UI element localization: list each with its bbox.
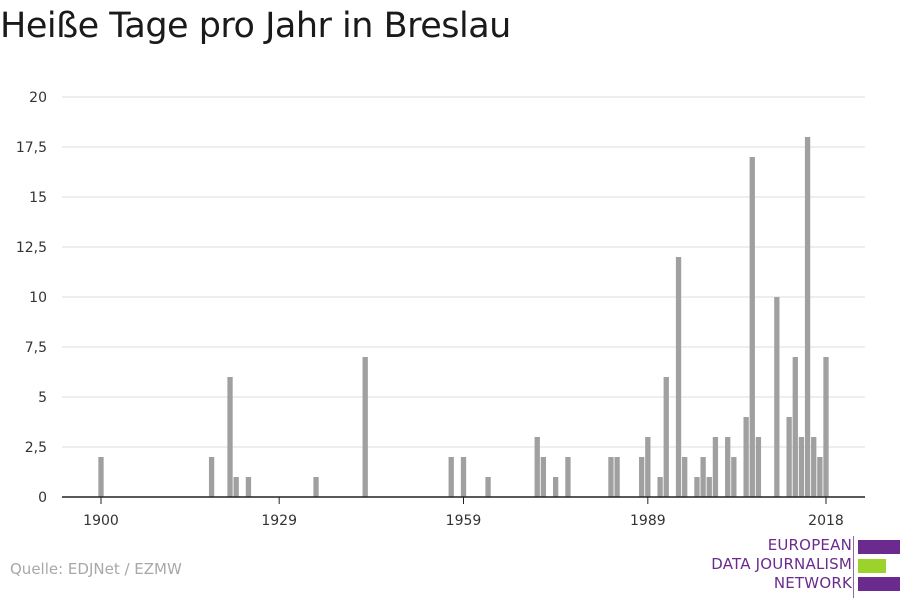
bar [645,437,651,497]
x-tick-label: 1989 [630,513,666,529]
bar [657,477,663,497]
logo-line-3: NETWORK [773,574,852,592]
bar [792,357,798,497]
bar [749,157,755,497]
x-tick-label: 2018 [808,513,844,529]
bar [460,457,467,497]
bar [811,437,817,497]
bar [817,457,823,497]
bar [731,457,737,497]
bar [639,457,645,497]
bar [614,457,620,497]
y-tick-label: 7,5 [25,340,47,356]
bar [694,477,700,497]
bar [448,457,454,497]
bar [540,457,547,497]
bar [823,357,829,497]
logo-line-2: DATA JOURNALISM [711,555,852,573]
bar [608,457,614,497]
logo-divider [853,536,854,598]
bar [553,477,559,497]
bar [743,417,749,497]
bar [663,377,669,497]
bar [786,417,792,497]
source-note: Quelle: EDJNet / EZMW [10,560,182,578]
bar [774,297,780,497]
logo-bar-top [858,540,900,554]
y-tick-label: 2,5 [25,440,47,456]
bar [755,437,762,497]
bar [362,357,368,497]
bar [712,437,719,497]
logo-text: EUROPEAN DATA JOURNALISM NETWORK [711,536,852,593]
x-tick-label: 1929 [261,513,297,529]
bar [565,457,571,497]
bar [706,477,712,497]
bar [313,477,319,497]
bar [227,377,233,497]
y-tick-label: 15 [29,190,47,206]
logo-line-1: EUROPEAN [767,536,852,554]
chart-title: Heiße Tage pro Jahr in Breslau [0,6,511,46]
bar [725,437,731,497]
y-tick-label: 12,5 [16,240,47,256]
y-tick-label: 5 [38,390,47,406]
y-tick-label: 20 [29,90,47,106]
bar [485,477,491,497]
bar [804,137,811,497]
bar [534,437,540,497]
y-tick-label: 17,5 [16,140,47,156]
y-tick-label: 10 [29,290,47,306]
bar [798,437,805,497]
logo-bar-bottom [858,577,900,591]
bar [700,457,706,497]
bar [208,457,215,497]
bar [675,257,682,497]
bar [245,477,252,497]
bar [233,477,239,497]
bar [682,457,688,497]
x-tick-label: 1900 [83,513,119,529]
y-tick-label: 0 [38,490,47,506]
edjnet-logo: EUROPEAN DATA JOURNALISM NETWORK [700,536,900,598]
logo-bar-middle [858,559,886,573]
bar [98,457,104,497]
x-tick-label: 1959 [446,513,482,529]
